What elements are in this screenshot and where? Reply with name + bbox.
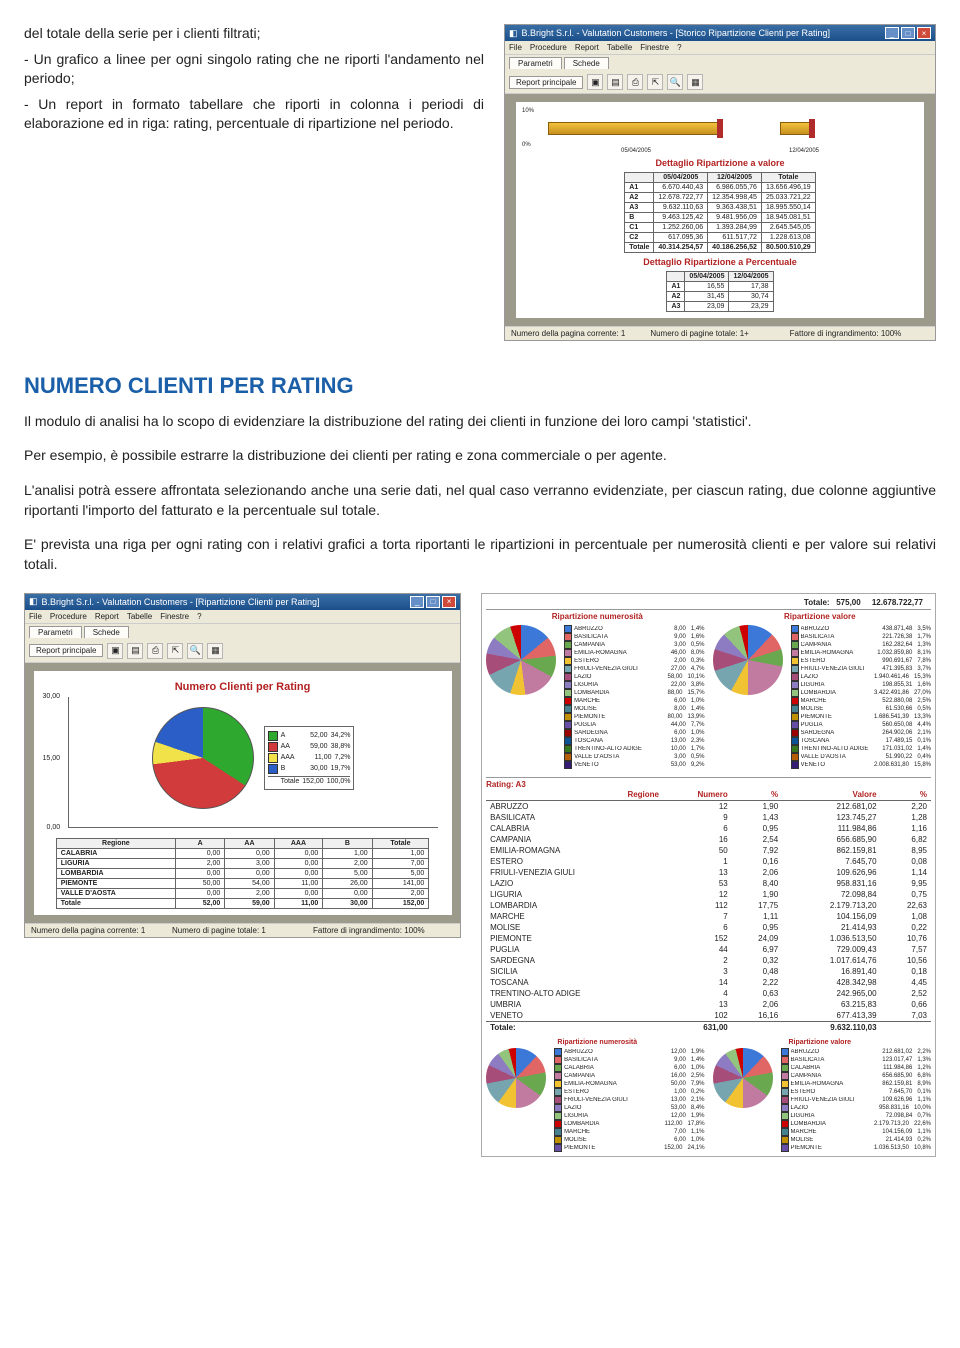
tab[interactable]: Schede — [564, 57, 609, 69]
menubar: File Procedure Report Tabelle Finestre? — [505, 41, 935, 55]
tabbar: ParametriSchede — [505, 55, 935, 71]
window-title: B.Bright S.r.l. - Valutation Customers -… — [522, 28, 830, 38]
menu-item[interactable]: Procedure — [530, 43, 567, 52]
close-button[interactable]: × — [442, 596, 456, 608]
heading: NUMERO CLIENTI PER RATING — [24, 373, 936, 399]
pie-numerosita — [486, 625, 556, 695]
zoom-icon[interactable]: 🔍 — [187, 643, 203, 659]
export-icon[interactable]: ⇱ — [647, 74, 663, 90]
intro-p2: - Un grafico a linee per ogni singolo ra… — [24, 50, 484, 89]
menu-item[interactable]: ? — [677, 43, 681, 52]
close-button[interactable]: × — [917, 27, 931, 39]
toolbar: Report principale ▣ ▤ ⎙ ⇱ 🔍 ▦ — [505, 71, 935, 94]
tabbar: ParametriSchede — [25, 624, 460, 640]
toolbar-btn[interactable]: ▦ — [687, 74, 703, 90]
menu-item[interactable]: Procedure — [50, 612, 87, 621]
legend-valore: ABRUZZO438.871,483,5%BASILICATA221.726,3… — [791, 625, 931, 769]
maximize-button[interactable]: □ — [426, 596, 440, 608]
body-p4: E' prevista una riga per ogni rating con… — [24, 534, 936, 575]
menu-item[interactable]: Tabelle — [607, 43, 632, 52]
menu-item[interactable]: Tabelle — [127, 612, 152, 621]
screenshot-ripartizione: ◧ B.Bright S.r.l. - Valutation Customers… — [24, 593, 461, 938]
titlebar: ◧ B.Bright S.r.l. - Valutation Customers… — [25, 594, 460, 610]
pie-chart — [152, 707, 254, 809]
rating-label: Rating: A3 — [486, 777, 931, 789]
zoom-icon[interactable]: 🔍 — [667, 74, 683, 90]
titlebar: ◧ B.Bright S.r.l. - Valutation Customers… — [505, 25, 935, 41]
subtab[interactable]: Report principale — [29, 644, 103, 657]
menu-item[interactable]: Finestre — [160, 612, 189, 621]
menu-item[interactable]: File — [509, 43, 522, 52]
toolbar-btn[interactable]: ▣ — [107, 643, 123, 659]
tab[interactable]: Schede — [84, 626, 129, 638]
chart-title: Numero Clienti per Rating — [40, 681, 446, 693]
toolbar-btn[interactable]: ▤ — [127, 643, 143, 659]
minimize-button[interactable]: _ — [885, 27, 899, 39]
toolbar-btn[interactable]: ▦ — [207, 643, 223, 659]
menu-item[interactable]: File — [29, 612, 42, 621]
toolbar-btn[interactable]: ▣ — [587, 74, 603, 90]
menu-item[interactable]: ? — [197, 612, 201, 621]
pie-valore-2 — [713, 1048, 773, 1108]
screenshot-storico: ◧ B.Bright S.r.l. - Valutation Customers… — [504, 24, 936, 341]
pie-valore — [713, 625, 783, 695]
legend-numerosita: ABRUZZO8,001,4%BASILICATA9,001,6%CAMPANI… — [564, 625, 704, 769]
menu-item[interactable]: Finestre — [640, 43, 669, 52]
minimize-button[interactable]: _ — [410, 596, 424, 608]
legend-valore-2: ABRUZZO212.681,022,2%BASILICATA123.017,4… — [781, 1048, 931, 1152]
window-icon: ◧ — [509, 28, 518, 39]
table-percentuale: 05/04/200512/04/2005A116,5517,38A231,453… — [666, 271, 773, 312]
intro-p3: - Un report in formato tabellare che rip… — [24, 95, 484, 134]
report-title-pct: Dettaglio Ripartizione a Percentuale — [522, 257, 918, 267]
report-title-valore: Dettaglio Ripartizione a valore — [522, 158, 918, 168]
print-icon[interactable]: ⎙ — [147, 643, 163, 659]
intro-p1: del totale della serie per i clienti fil… — [24, 24, 484, 44]
window-title: B.Bright S.r.l. - Valutation Customers -… — [42, 597, 320, 607]
statusbar: Numero della pagina corrente: 1 Numero d… — [505, 326, 935, 340]
body-p1: Il modulo di analisi ha lo scopo di evid… — [24, 411, 936, 431]
report-panel: Totale: 575,00 12.678.722,77 Ripartizion… — [481, 593, 936, 1157]
menu-item[interactable]: Report — [575, 43, 599, 52]
body-p2: Per esempio, è possibile estrarre la dis… — [24, 445, 936, 465]
menu-item[interactable]: Report — [95, 612, 119, 621]
export-icon[interactable]: ⇱ — [167, 643, 183, 659]
print-icon[interactable]: ⎙ — [627, 74, 643, 90]
legend-numerosita-2: ABRUZZO12,001,9%BASILICATA9,001,4%CALABR… — [554, 1048, 704, 1152]
maximize-button[interactable]: □ — [901, 27, 915, 39]
tab[interactable]: Parametri — [509, 57, 562, 69]
pie-numerosita-2 — [486, 1048, 546, 1108]
tab[interactable]: Parametri — [29, 626, 82, 638]
statusbar: Numero della pagina corrente: 1 Numero d… — [25, 923, 460, 937]
table-rating-regioni: RegioneNumero%Valore%ABRUZZO121,90212.68… — [486, 789, 931, 1033]
subtab[interactable]: Report principale — [509, 76, 583, 89]
window-icon: ◧ — [29, 596, 38, 607]
intro-text: del totale della serie per i clienti fil… — [24, 24, 484, 140]
toolbar-btn[interactable]: ▤ — [607, 74, 623, 90]
menubar: File Procedure Report Tabelle Finestre? — [25, 610, 460, 624]
table-valore: 05/04/200512/04/2005TotaleA16.670.440,43… — [624, 172, 815, 253]
table-regioni: RegioneAAAAAABTotaleCALABRIA0,000,000,00… — [56, 838, 430, 909]
pie-legend: A52,0034,2%AA59,0038,8%AAA11,007,2%B30,0… — [264, 726, 355, 790]
toolbar: Report principale ▣ ▤ ⎙ ⇱ 🔍 ▦ — [25, 640, 460, 663]
bar-chart — [522, 114, 918, 142]
body-p3: L'analisi potrà essere affrontata selezi… — [24, 480, 936, 521]
